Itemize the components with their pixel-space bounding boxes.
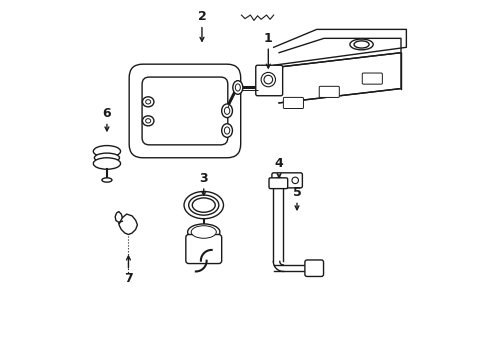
FancyBboxPatch shape — [269, 178, 288, 189]
FancyBboxPatch shape — [142, 77, 228, 145]
Ellipse shape — [95, 153, 120, 162]
Ellipse shape — [191, 226, 216, 238]
FancyBboxPatch shape — [186, 234, 221, 264]
Ellipse shape — [184, 192, 223, 219]
Ellipse shape — [146, 100, 151, 104]
Ellipse shape — [93, 158, 121, 169]
Ellipse shape — [350, 39, 373, 50]
FancyBboxPatch shape — [256, 65, 283, 96]
Text: 6: 6 — [102, 107, 111, 120]
Ellipse shape — [224, 127, 230, 134]
Ellipse shape — [102, 178, 112, 182]
Ellipse shape — [354, 41, 369, 48]
FancyBboxPatch shape — [283, 98, 303, 108]
Ellipse shape — [143, 97, 154, 107]
Ellipse shape — [192, 198, 215, 212]
Ellipse shape — [233, 81, 243, 94]
Text: 2: 2 — [197, 10, 206, 23]
Text: 3: 3 — [199, 172, 208, 185]
Polygon shape — [279, 53, 401, 103]
Text: 7: 7 — [124, 272, 133, 285]
Text: 5: 5 — [293, 186, 301, 199]
FancyBboxPatch shape — [272, 173, 302, 188]
Ellipse shape — [146, 119, 151, 123]
Ellipse shape — [235, 84, 240, 91]
Text: 1: 1 — [264, 32, 272, 45]
FancyBboxPatch shape — [129, 64, 241, 158]
Polygon shape — [279, 39, 401, 67]
Ellipse shape — [221, 124, 232, 137]
Ellipse shape — [93, 145, 121, 157]
Ellipse shape — [143, 116, 154, 126]
FancyBboxPatch shape — [362, 73, 382, 84]
Polygon shape — [274, 30, 406, 65]
Ellipse shape — [264, 75, 272, 84]
Ellipse shape — [224, 107, 230, 114]
Ellipse shape — [189, 195, 219, 215]
Circle shape — [276, 177, 282, 184]
Circle shape — [292, 177, 298, 184]
FancyBboxPatch shape — [305, 260, 323, 276]
Text: 4: 4 — [275, 157, 283, 170]
Ellipse shape — [261, 72, 275, 87]
FancyBboxPatch shape — [319, 86, 339, 98]
Ellipse shape — [188, 224, 220, 240]
Ellipse shape — [221, 104, 232, 118]
